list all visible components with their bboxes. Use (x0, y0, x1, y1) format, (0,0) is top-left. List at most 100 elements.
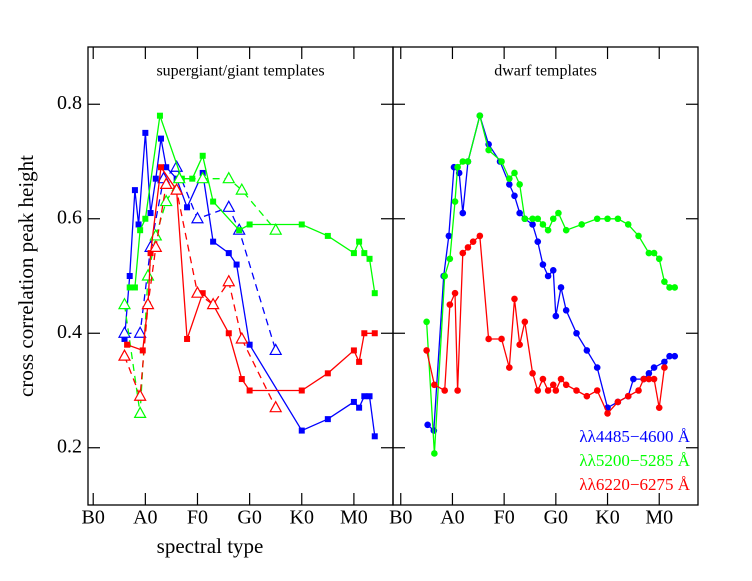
circle-marker (666, 352, 673, 360)
triangle-marker (269, 400, 283, 413)
square-marker (147, 210, 154, 217)
circle-marker (534, 215, 542, 223)
circle-marker (529, 221, 536, 228)
circle-marker (604, 410, 611, 417)
legend-label: λλ6220−6275 Å (579, 475, 690, 494)
circle-marker (516, 181, 523, 188)
square-marker (157, 164, 164, 171)
square-marker (142, 215, 149, 222)
square-marker (163, 164, 170, 171)
triangle-marker (159, 194, 173, 207)
square-marker (225, 250, 232, 257)
circle-marker (624, 221, 632, 228)
square-marker (135, 221, 142, 228)
circle-marker (593, 387, 601, 394)
circle-marker (671, 284, 679, 291)
triangle-marker (117, 348, 132, 361)
square-marker (361, 250, 368, 257)
x-tick-label: M0 (645, 507, 673, 529)
circle-marker (557, 284, 565, 291)
circle-marker (446, 301, 454, 308)
circle-marker (640, 375, 648, 383)
circle-marker (511, 295, 518, 303)
circle-marker (445, 232, 453, 240)
circle-marker (451, 289, 459, 297)
circle-marker (655, 404, 663, 411)
circle-marker (539, 375, 547, 383)
square-marker (356, 238, 363, 245)
circle-marker (539, 261, 547, 268)
triangle-marker (190, 285, 205, 298)
circle-marker (635, 232, 642, 240)
circle-marker (562, 307, 570, 314)
circle-marker (624, 392, 632, 400)
circle-marker (614, 398, 622, 406)
circle-marker (650, 375, 658, 383)
x-axis-label: spectral type (157, 534, 264, 558)
triangle-marker (235, 182, 249, 195)
circle-marker (521, 215, 529, 223)
square-marker (371, 433, 378, 440)
square-marker (210, 238, 217, 245)
x-tick-label: A0 (440, 507, 464, 529)
circle-marker (614, 215, 622, 223)
triangle-marker (117, 326, 132, 338)
circle-marker (498, 158, 505, 165)
circle-marker (583, 347, 591, 354)
square-marker (121, 335, 128, 342)
circle-marker (650, 364, 658, 371)
x-tick-label: A0 (133, 507, 157, 529)
circle-marker (511, 169, 518, 177)
triangle-marker (159, 177, 173, 189)
x-tick-label: K0 (290, 507, 314, 529)
y-tick-label: 0.4 (57, 321, 82, 343)
square-marker (126, 273, 133, 279)
circle-marker (464, 244, 472, 251)
square-marker (298, 221, 305, 228)
plot-frame (392, 46, 699, 506)
circle-marker (573, 387, 580, 394)
square-marker (124, 341, 131, 348)
circle-marker (562, 381, 570, 389)
square-marker (246, 221, 253, 228)
square-marker (137, 227, 144, 234)
circle-marker (661, 358, 668, 366)
circle-marker (454, 163, 461, 171)
circle-marker (511, 192, 518, 200)
square-marker (324, 232, 331, 239)
circle-marker (476, 112, 484, 119)
square-marker (350, 250, 357, 257)
circle-marker (423, 347, 430, 354)
square-marker (356, 358, 363, 365)
circle-marker (506, 181, 513, 188)
circle-marker (521, 318, 529, 326)
square-marker (225, 330, 232, 337)
circle-marker (583, 392, 591, 400)
circle-marker (454, 387, 461, 394)
square-marker (131, 284, 138, 291)
circle-marker (459, 249, 467, 257)
circle-marker (552, 312, 560, 320)
circle-marker (424, 421, 431, 429)
triangle-marker (170, 159, 184, 172)
square-marker (238, 376, 245, 383)
triangle-marker (117, 297, 132, 310)
circle-marker (464, 158, 472, 165)
square-marker (246, 341, 253, 348)
circle-marker (544, 387, 552, 394)
triangle-marker (206, 297, 220, 310)
triangle-marker (222, 274, 236, 287)
circle-marker (476, 232, 484, 240)
circle-marker (549, 381, 557, 389)
triangle-marker (149, 240, 163, 252)
circle-marker (534, 387, 542, 394)
circle-marker (645, 375, 653, 383)
circle-marker (506, 364, 513, 371)
circle-marker (630, 375, 637, 383)
y-axis-label: cross correlation peak height (14, 155, 38, 397)
circle-marker (441, 387, 448, 394)
circle-marker (655, 255, 663, 263)
circle-marker (645, 370, 653, 377)
x-tick-label: G0 (237, 507, 261, 529)
